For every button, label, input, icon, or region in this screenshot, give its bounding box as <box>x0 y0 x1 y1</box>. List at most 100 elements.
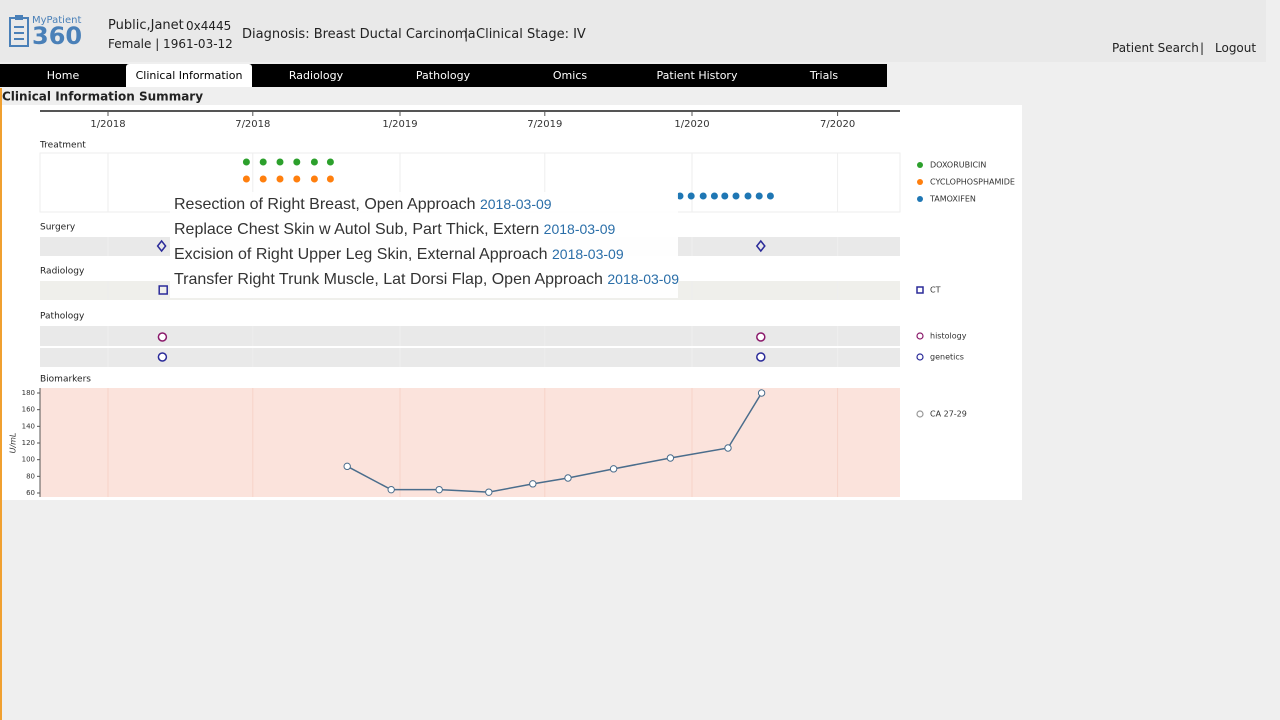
x-tick-label: 1/2018 <box>90 119 125 130</box>
tab[interactable]: Home <box>46 69 80 82</box>
legend-marker <box>916 410 924 418</box>
tooltip-row: Replace Chest Skin w Autol Sub, Part Thi… <box>170 217 678 242</box>
diagnosis: Diagnosis: Breast Ductal Carcinoma <box>242 27 476 42</box>
y-tick-label: 100 <box>22 456 35 464</box>
treatment-dot <box>259 158 267 166</box>
track-label: Radiology <box>40 267 85 277</box>
track-band <box>40 348 900 367</box>
treatment-dot <box>699 192 707 200</box>
treatment-dot <box>242 158 250 166</box>
track-label: Pathology <box>40 312 85 322</box>
legend-label: histology <box>930 332 967 341</box>
y-tick-label: 80 <box>26 472 35 480</box>
treatment-dot <box>293 158 301 166</box>
biomarker-point <box>564 474 572 482</box>
pathology-mark <box>756 332 766 342</box>
radiology-mark <box>158 285 168 295</box>
y-tick-label: 140 <box>22 422 35 430</box>
tab[interactable]: Omics <box>552 69 588 82</box>
treatment-dot <box>710 192 718 200</box>
x-tick-label: 7/2019 <box>527 119 562 130</box>
tab[interactable]: Patient History <box>656 69 738 82</box>
treatment-dot <box>310 158 318 166</box>
procedure-date: 2018-03-09 <box>479 196 552 212</box>
section-title: Clinical Information Summary <box>2 90 203 104</box>
track-band <box>40 326 900 346</box>
treatment-dot <box>721 192 729 200</box>
biomarker-point <box>757 389 766 397</box>
logo-number: 360 <box>32 22 83 50</box>
biomarker-point <box>724 444 732 452</box>
biomarker-band <box>40 388 900 497</box>
treatment-dot <box>259 175 267 183</box>
track-label: Surgery <box>40 223 76 233</box>
treatment-dot <box>766 192 774 200</box>
treatment-dot <box>242 175 250 183</box>
x-tick-label: 7/2020 <box>820 119 855 130</box>
tooltip-row: Resection of Right Breast, Open Approach… <box>170 192 678 217</box>
tooltip: Resection of Right Breast, Open Approach… <box>170 192 680 298</box>
procedure-date: 2018-03-09 <box>552 246 624 262</box>
biomarker-point <box>387 485 395 494</box>
legend-marker <box>916 286 924 294</box>
legend-label: CYCLOPHOSPHAMIDE <box>930 178 1015 187</box>
legend-label: CT <box>930 286 941 295</box>
tab-bar: Home Clinical Information Radiology Path… <box>0 64 887 87</box>
header: MyPatient 360 Public,Janet 0x4445 Female… <box>0 0 1266 62</box>
patient-search-link[interactable]: Patient Search <box>1112 41 1199 55</box>
patient-name: Public,Janet <box>108 18 184 33</box>
tab-active[interactable]: Clinical Information <box>126 64 252 87</box>
treatment-dot <box>310 175 318 183</box>
patient-info: Female | 1961-03-12 <box>108 37 233 51</box>
y-tick-label: 60 <box>26 489 35 497</box>
logo-text: MyPatient <box>32 15 82 26</box>
tab[interactable]: Pathology <box>415 69 471 82</box>
treatment-dot <box>744 192 752 200</box>
patient-id: 0x4445 <box>186 19 232 33</box>
pathology-mark <box>157 352 168 362</box>
y-tick-label: 120 <box>22 439 35 447</box>
x-tick-label: 1/2020 <box>674 119 709 130</box>
tab[interactable]: Radiology <box>288 69 344 82</box>
legend-label: genetics <box>930 353 964 362</box>
treatment-dot <box>276 158 284 166</box>
treatment-dot <box>687 192 695 200</box>
logo-icon <box>9 15 29 47</box>
treatment-dot <box>276 175 284 183</box>
procedure: Excision of Right Upper Leg Skin, Extern… <box>174 246 548 263</box>
legend-marker <box>916 353 924 361</box>
treatment-dot <box>732 192 740 200</box>
legend-marker <box>917 196 923 202</box>
biomarker-line <box>346 392 763 493</box>
link-separator: | <box>1200 41 1205 55</box>
treatment-dot <box>293 175 301 183</box>
legend-marker <box>917 162 923 168</box>
tooltip-row: Excision of Right Upper Leg Skin, Extern… <box>170 242 678 267</box>
tab[interactable]: Trials <box>809 69 839 82</box>
biomarker-point <box>343 462 351 471</box>
y-tick-label: 180 <box>22 389 35 397</box>
separator: | <box>464 27 469 42</box>
surgery-mark <box>755 239 766 253</box>
x-tick-label: 1/2019 <box>382 119 417 130</box>
legend-marker <box>916 332 924 340</box>
stage: Clinical Stage: IV <box>476 27 586 42</box>
y-axis-label: U/mL <box>9 433 18 454</box>
left-border <box>0 88 2 720</box>
procedure-date: 2018-03-09 <box>607 271 680 287</box>
treatment-dot <box>755 192 763 200</box>
biomarker-point <box>609 465 618 473</box>
biomarker-point <box>529 480 537 488</box>
treatment-dot <box>326 158 334 166</box>
procedure-date: 2018-03-09 <box>543 221 616 237</box>
track-label: Treatment <box>39 141 86 151</box>
legend-label: CA 27-29 <box>930 410 967 419</box>
treatment-dot <box>326 175 334 183</box>
biomarker-point <box>485 488 493 496</box>
logout-link[interactable]: Logout <box>1215 41 1257 55</box>
legend-marker <box>917 179 923 185</box>
pathology-mark <box>756 352 766 362</box>
treatment-dot <box>676 192 684 200</box>
y-tick-label: 160 <box>22 406 35 414</box>
